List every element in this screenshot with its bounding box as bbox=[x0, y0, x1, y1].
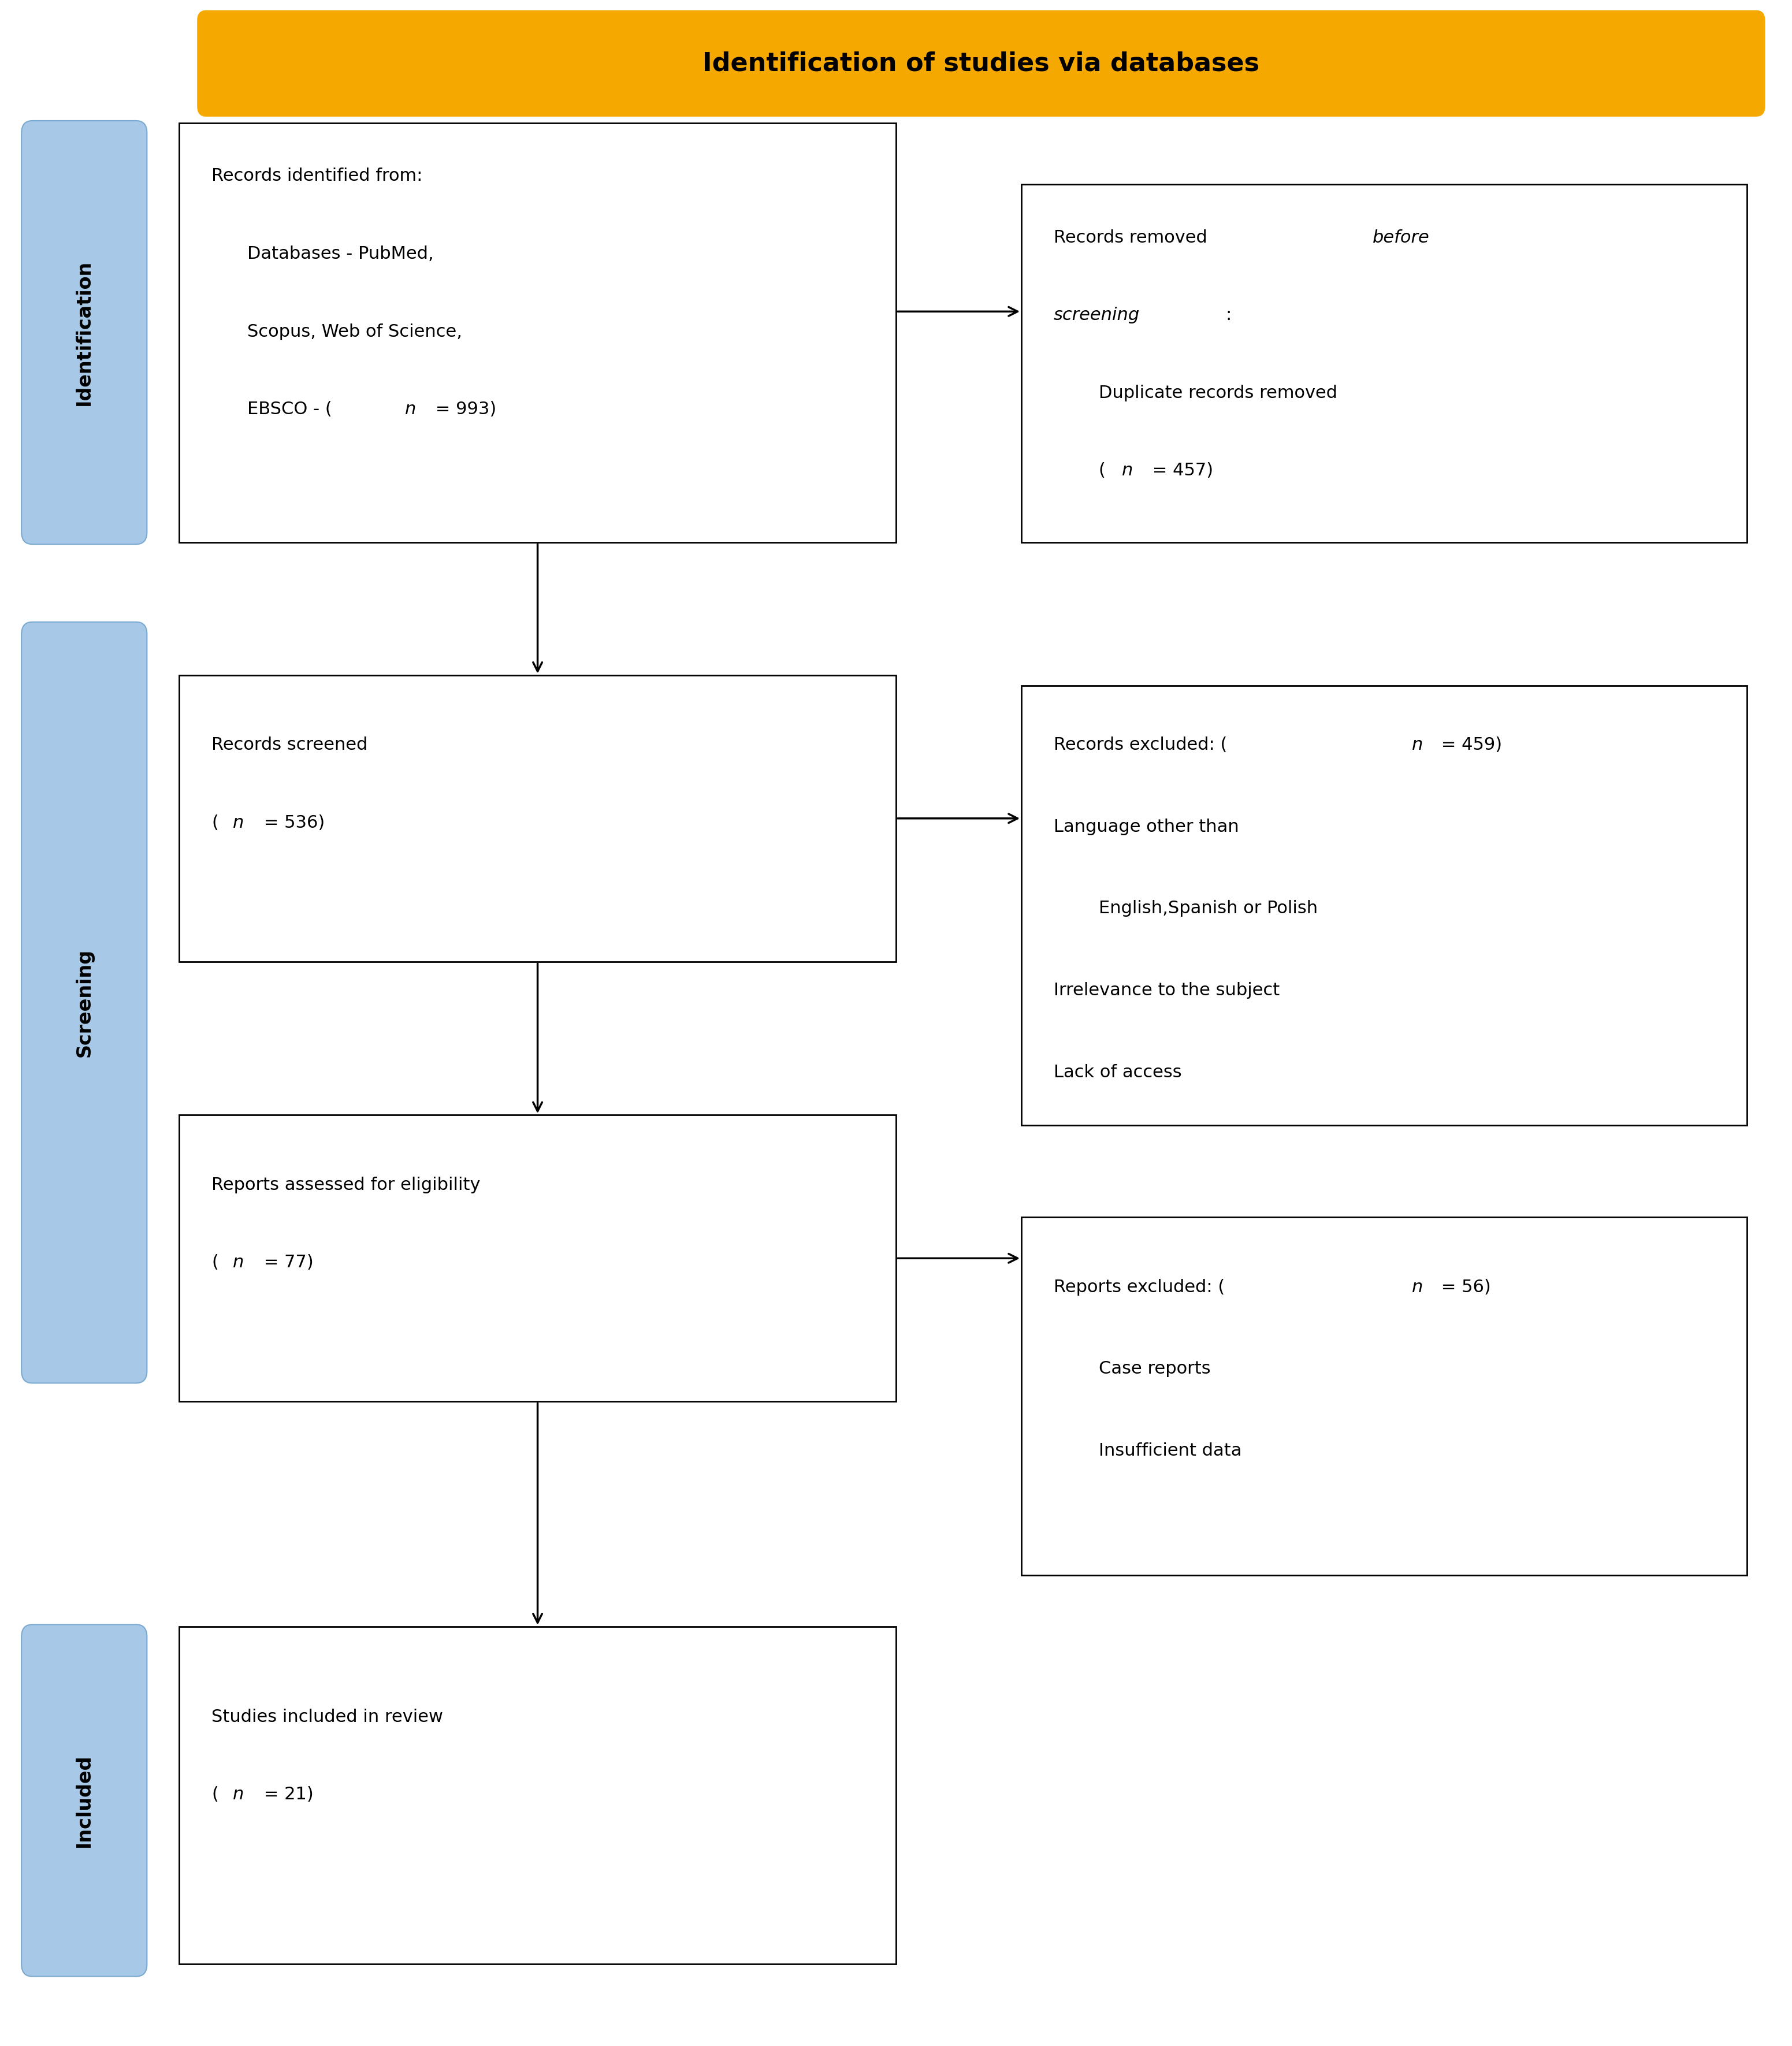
Text: n: n bbox=[405, 401, 416, 417]
Text: Duplicate records removed: Duplicate records removed bbox=[1098, 385, 1337, 401]
Text: = 457): = 457) bbox=[1147, 462, 1213, 479]
Text: n: n bbox=[233, 1786, 244, 1803]
Text: Records screened: Records screened bbox=[211, 737, 367, 753]
Bar bbox=[179, 675, 896, 962]
Text: Studies included in review: Studies included in review bbox=[211, 1708, 443, 1725]
Text: Records identified from:: Records identified from: bbox=[211, 168, 423, 184]
Text: Language other than: Language other than bbox=[1054, 818, 1238, 835]
Text: Insufficient data: Insufficient data bbox=[1098, 1442, 1242, 1459]
Text: = 56): = 56) bbox=[1435, 1279, 1491, 1295]
Text: Reports excluded: (: Reports excluded: ( bbox=[1054, 1279, 1226, 1295]
FancyBboxPatch shape bbox=[22, 622, 147, 1383]
Text: Identification of studies via databases: Identification of studies via databases bbox=[702, 51, 1260, 76]
Bar bbox=[1021, 184, 1747, 542]
Text: Reports assessed for eligibility: Reports assessed for eligibility bbox=[211, 1176, 480, 1193]
Text: (: ( bbox=[211, 814, 219, 831]
Text: (: ( bbox=[211, 1786, 219, 1803]
Bar bbox=[179, 1627, 896, 1964]
FancyBboxPatch shape bbox=[22, 1625, 147, 1976]
Text: :: : bbox=[1226, 307, 1231, 323]
Text: Records removed: Records removed bbox=[1054, 229, 1213, 246]
Text: Included: Included bbox=[75, 1753, 93, 1848]
Text: Scopus, Web of Science,: Scopus, Web of Science, bbox=[247, 323, 462, 340]
FancyBboxPatch shape bbox=[197, 10, 1765, 117]
Text: Identification: Identification bbox=[75, 260, 93, 405]
Text: n: n bbox=[1122, 462, 1133, 479]
Text: Case reports: Case reports bbox=[1098, 1361, 1210, 1377]
Text: before: before bbox=[1373, 229, 1430, 246]
Text: n: n bbox=[1412, 1279, 1423, 1295]
Text: n: n bbox=[233, 814, 244, 831]
Text: Databases - PubMed,: Databases - PubMed, bbox=[247, 246, 434, 262]
Text: = 993): = 993) bbox=[430, 401, 496, 417]
Text: EBSCO - (: EBSCO - ( bbox=[247, 401, 332, 417]
Text: Irrelevance to the subject: Irrelevance to the subject bbox=[1054, 982, 1279, 998]
Text: = 459): = 459) bbox=[1435, 737, 1502, 753]
Text: Lack of access: Lack of access bbox=[1054, 1064, 1181, 1080]
Bar bbox=[179, 123, 896, 542]
Text: Records excluded: (: Records excluded: ( bbox=[1054, 737, 1228, 753]
Text: (: ( bbox=[211, 1254, 219, 1271]
Bar bbox=[1021, 1217, 1747, 1575]
Text: = 77): = 77) bbox=[258, 1254, 314, 1271]
Text: = 536): = 536) bbox=[258, 814, 324, 831]
Text: screening: screening bbox=[1054, 307, 1140, 323]
Text: n: n bbox=[1412, 737, 1423, 753]
Text: = 21): = 21) bbox=[258, 1786, 314, 1803]
Text: Screening: Screening bbox=[75, 947, 93, 1058]
Bar bbox=[179, 1115, 896, 1402]
FancyBboxPatch shape bbox=[22, 121, 147, 544]
Text: n: n bbox=[233, 1254, 244, 1271]
Text: (: ( bbox=[1098, 462, 1106, 479]
Bar bbox=[1021, 685, 1747, 1125]
Text: English,Spanish or Polish: English,Spanish or Polish bbox=[1098, 900, 1317, 917]
